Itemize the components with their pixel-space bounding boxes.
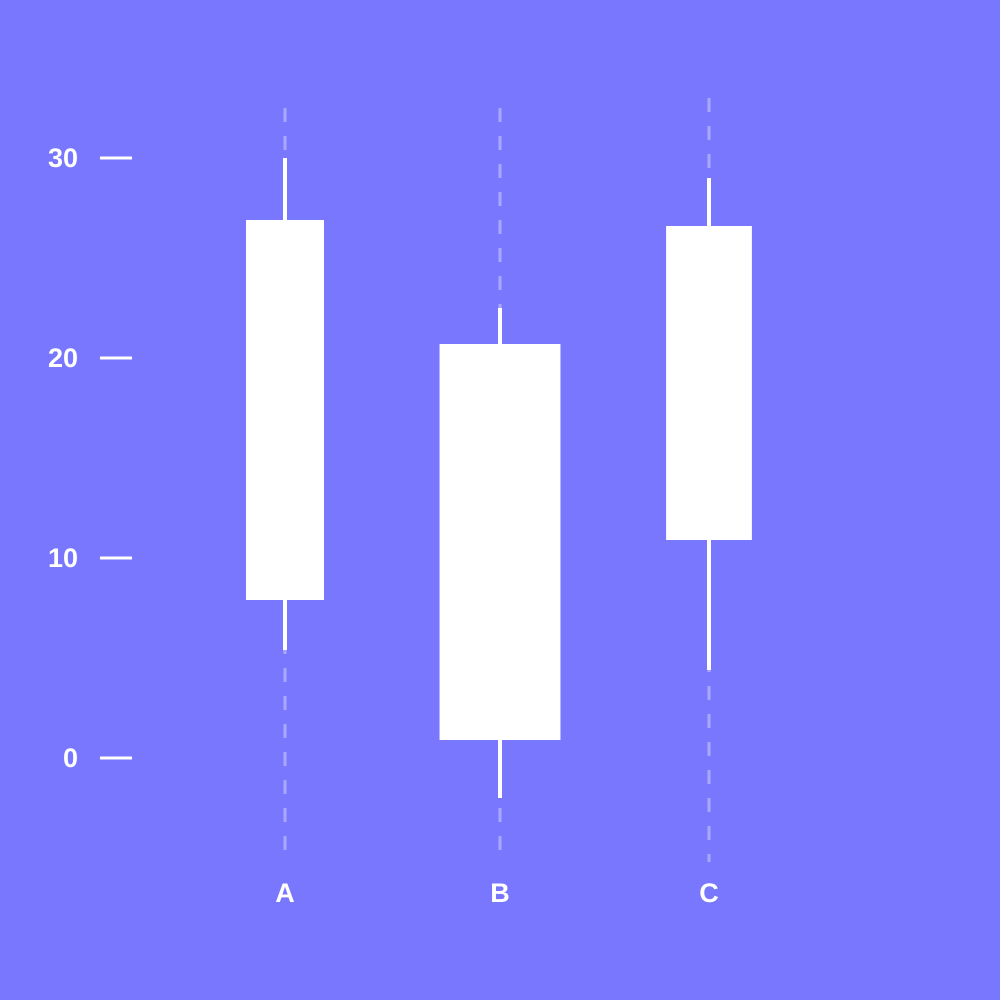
y-tick-label: 10 <box>48 543 78 573</box>
candle-body <box>666 226 752 540</box>
x-category-label: B <box>490 878 510 908</box>
y-axis: 0 10 20 30 <box>48 143 132 773</box>
candle-body <box>439 344 561 740</box>
candle-b <box>439 308 561 798</box>
y-tick-label: 0 <box>63 743 78 773</box>
candle-body <box>246 220 324 600</box>
x-axis: A B C <box>275 878 719 908</box>
candles <box>246 158 752 798</box>
candle-c <box>666 178 752 670</box>
x-category-label: A <box>275 878 295 908</box>
candle-a <box>246 158 324 650</box>
y-tick-label: 30 <box>48 143 78 173</box>
y-tick-label: 20 <box>48 343 78 373</box>
x-category-label: C <box>699 878 719 908</box>
